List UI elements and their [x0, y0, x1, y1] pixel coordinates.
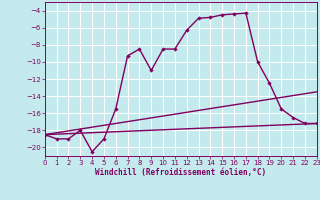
- X-axis label: Windchill (Refroidissement éolien,°C): Windchill (Refroidissement éolien,°C): [95, 168, 266, 177]
